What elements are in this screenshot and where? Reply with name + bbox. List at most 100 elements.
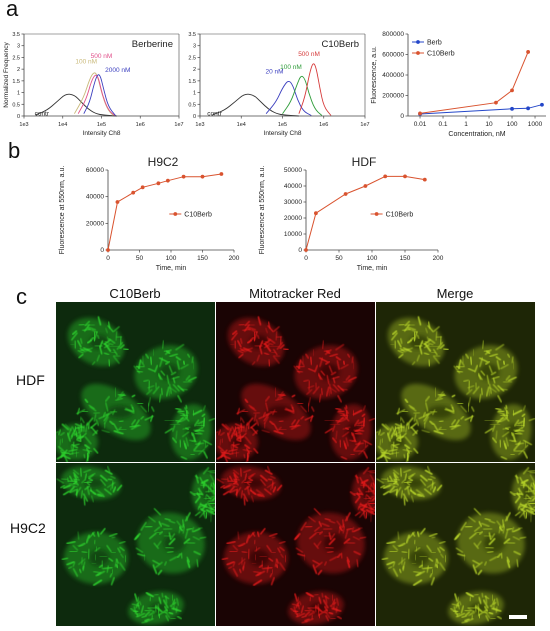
mitochondria-strand — [135, 612, 141, 616]
mitochondria-strand — [336, 360, 340, 370]
mitochondria-strand — [328, 611, 334, 615]
mitochondria-strand — [362, 481, 366, 489]
mitochondria-strand — [354, 429, 361, 433]
mitochondria-strand — [335, 430, 338, 440]
time-hdf-series-c10berb-point — [422, 177, 427, 182]
mitochondria-strand — [179, 418, 187, 423]
mitochondria-strand — [228, 448, 238, 452]
mitochondria-strand — [171, 376, 180, 380]
mitochondria-strand — [116, 341, 124, 350]
fluor-vs-conc-x-tick-label: 1000 — [528, 121, 543, 128]
hdf-time-course-chart: 0 50 100 150 200 0 10000 20000 30000 40000 50000 Ti… — [259, 155, 444, 272]
mitochondria-strand — [416, 334, 420, 340]
mitochondria-strand — [131, 419, 136, 426]
mitochondria-strand — [269, 482, 274, 491]
mitochondria-strand — [165, 546, 174, 549]
mitochondria-strand — [179, 439, 182, 448]
time-hdf-y-tick-label: 10000 — [284, 231, 302, 238]
time-hdf-y-tick-label: 20000 — [284, 215, 302, 222]
mitochondria-strand — [185, 404, 188, 410]
mitochondria-strand — [307, 385, 315, 389]
mitochondria-strand — [345, 404, 348, 410]
mitochondria-strand — [106, 565, 109, 573]
mitochondria-strand — [329, 617, 336, 620]
mitochondria-strand — [264, 395, 271, 402]
mitochondria-strand — [402, 449, 413, 452]
mitochondria-strand — [514, 511, 521, 517]
mitochondria-strand — [485, 386, 490, 397]
mitochondria-strand — [233, 474, 238, 481]
mitochondria-strand — [178, 526, 183, 532]
mitochondria-strand — [393, 451, 400, 455]
mitochondria-strand — [84, 436, 92, 445]
mitochondria-strand — [368, 417, 375, 422]
mitochondria-strand — [464, 609, 472, 612]
mitochondria-strand — [325, 360, 331, 365]
mitochondria-strand — [117, 547, 121, 553]
mitochondria-strand — [436, 484, 443, 492]
hist-berberine-y-axis-label: Normalized Frequency — [3, 42, 10, 108]
mitochondria-strand — [357, 440, 362, 446]
mitochondria-strand — [426, 565, 429, 573]
mitochondria-strand — [514, 429, 521, 433]
mitochondria-strand — [253, 413, 257, 422]
mitochondria-strand — [166, 550, 174, 554]
mitochondria-strand — [147, 368, 156, 372]
h9c2-time-course-chart: 0 50 100 150 200 0 20000 40000 60000 Time, min Flu… — [59, 155, 240, 272]
mitochondria-strand — [497, 410, 505, 413]
mitochondria-strand — [506, 556, 511, 563]
mitochondria-strand — [435, 330, 438, 341]
mitochondria-strand — [108, 557, 114, 562]
mitochondria-strand — [406, 482, 411, 486]
fluor-vs-conc-series-berb-point — [540, 102, 544, 107]
mitochondria-strand — [161, 592, 164, 598]
mitochondria-strand — [372, 496, 375, 501]
mitochondria-strand — [439, 393, 445, 399]
mitochondria-strand — [469, 532, 477, 540]
mitochondria-strand — [93, 579, 103, 586]
mitochondria-strand — [301, 620, 308, 624]
mitochondria-strand — [140, 415, 145, 420]
mitochondria-strand — [300, 521, 307, 531]
mitochondria-strand — [253, 539, 256, 545]
mitochondria-strand — [273, 355, 281, 358]
mitochondria-strand — [87, 548, 91, 560]
hist-berberine-y-tick-label: 1 — [17, 91, 20, 97]
mitochondria-strand — [438, 540, 446, 545]
mitochondria-strand — [95, 418, 100, 427]
time-hdf-series-c10berb-point — [383, 174, 388, 179]
mitochondria-strand — [182, 360, 186, 366]
time-h9c2-y-tick-label: 40000 — [86, 194, 104, 201]
time-h9c2-series-c10berb-point — [131, 190, 136, 195]
mitochondria-strand — [413, 413, 417, 422]
mitochondria-strand — [389, 475, 393, 482]
mitochondria-strand — [268, 557, 274, 562]
mitochondria-strand — [400, 490, 404, 499]
mitochondria-strand — [337, 395, 343, 403]
mitochondria-strand — [297, 553, 306, 557]
time-hdf-series-c10berb-point — [314, 211, 318, 216]
mitochondria-strand — [316, 540, 322, 548]
mitochondria-strand — [415, 489, 424, 496]
mitochondria-strand — [134, 593, 139, 603]
mitochondria-strand — [309, 356, 313, 366]
mitochondria-strand — [117, 391, 124, 400]
mitochondria-strand — [423, 352, 430, 356]
mitochondria-strand — [317, 569, 323, 576]
mitochondria-strand — [107, 325, 114, 333]
hist-c10berb-series-100-nm-line — [282, 75, 323, 116]
mitochondria-strand — [495, 356, 502, 361]
mitochondria-strand — [402, 493, 409, 502]
mitochondria-strand — [525, 511, 528, 519]
mitochondria-strand — [363, 451, 368, 459]
mitochondria-strand — [96, 493, 103, 498]
mitochondria-strand — [309, 596, 312, 602]
mitochondria-strand — [398, 323, 405, 326]
mitochondria-strand — [499, 418, 507, 423]
column-title-mitotracker: Mitotracker Red — [249, 286, 341, 301]
hist-c10berb-series-label-500-nm: 500 nM — [298, 51, 320, 58]
mitochondria-strand — [172, 601, 176, 610]
mitochondria-strand — [399, 433, 402, 442]
time-h9c2-y-tick-label: 20000 — [86, 220, 104, 227]
mitochondria-strand — [353, 550, 361, 556]
